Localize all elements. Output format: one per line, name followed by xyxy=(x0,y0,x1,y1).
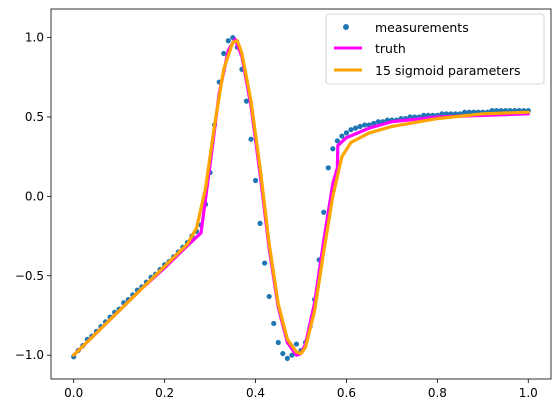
data-point xyxy=(271,320,277,327)
data-point xyxy=(266,293,272,300)
series-line-15-sigmoid-parameters xyxy=(72,39,530,357)
data-point xyxy=(280,350,286,357)
data-point xyxy=(275,339,281,346)
data-point xyxy=(289,352,295,358)
x-tick-label: 0.6 xyxy=(337,386,356,400)
data-point xyxy=(343,130,350,136)
data-point xyxy=(462,109,468,115)
data-point xyxy=(371,120,377,126)
y-tick-label: 1.0 xyxy=(25,31,44,45)
y-axis: −1.0 −0.5 0.0 0.5 1.0 xyxy=(15,31,51,362)
data-point xyxy=(352,125,359,131)
data-point xyxy=(284,355,290,361)
data-point xyxy=(225,38,231,44)
data-point xyxy=(357,123,363,130)
data-point xyxy=(339,133,345,139)
data-point xyxy=(243,98,250,104)
data-point xyxy=(330,146,336,152)
data-point xyxy=(348,127,354,133)
x-tick-label: 0.2 xyxy=(155,386,174,400)
data-point xyxy=(293,341,300,347)
data-point xyxy=(257,220,263,226)
y-tick-label: −0.5 xyxy=(15,269,44,283)
data-point xyxy=(325,165,331,171)
legend-label-measurements: measurements xyxy=(375,20,469,35)
legend: measurements truth 15 sigmoid parameters xyxy=(325,13,545,85)
legend-label-sigmoid: 15 sigmoid parameters xyxy=(375,63,521,78)
legend-box xyxy=(325,13,545,85)
data-point xyxy=(375,119,381,125)
data-point xyxy=(321,209,327,215)
data-point xyxy=(252,177,259,184)
line-layer xyxy=(72,37,530,357)
x-tick-label: 0.4 xyxy=(246,386,265,400)
x-tick-label: 1.0 xyxy=(519,386,538,400)
data-point xyxy=(334,138,340,144)
x-axis: 0.0 0.2 0.4 0.6 0.8 1.0 xyxy=(64,379,538,400)
y-tick-label: 0.0 xyxy=(25,189,44,203)
axes-frame xyxy=(50,8,552,380)
x-tick-label: 0.8 xyxy=(428,386,447,400)
data-point xyxy=(439,111,445,117)
data-point xyxy=(262,260,268,266)
legend-label-truth: truth xyxy=(375,41,406,56)
data-point xyxy=(362,122,368,128)
x-tick-label: 0.0 xyxy=(64,386,83,400)
data-point xyxy=(221,50,227,57)
y-tick-label: 0.5 xyxy=(25,110,44,124)
legend-marker-measurements xyxy=(343,24,349,30)
plot-area xyxy=(71,34,531,361)
data-point xyxy=(248,136,254,142)
y-tick-label: −1.0 xyxy=(15,348,44,362)
